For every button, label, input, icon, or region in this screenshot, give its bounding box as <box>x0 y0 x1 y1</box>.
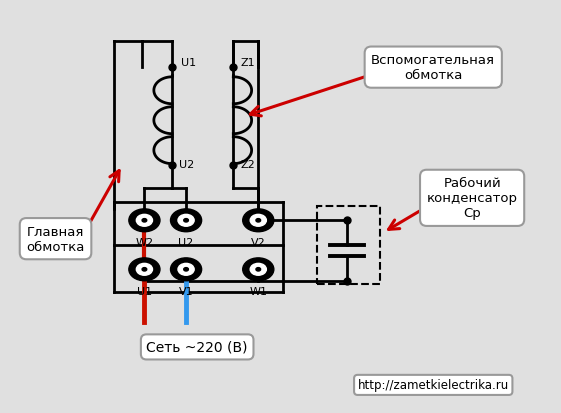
Text: W1: W1 <box>249 286 267 296</box>
Circle shape <box>171 258 201 281</box>
Circle shape <box>256 219 261 223</box>
Circle shape <box>256 268 261 271</box>
Circle shape <box>250 215 266 227</box>
Circle shape <box>184 268 188 271</box>
Circle shape <box>136 215 153 227</box>
Text: U1: U1 <box>181 58 196 68</box>
Text: U1: U1 <box>137 286 152 296</box>
Text: Сеть ~220 (В): Сеть ~220 (В) <box>146 340 248 354</box>
Text: Z2: Z2 <box>241 160 255 170</box>
Circle shape <box>178 264 194 275</box>
Text: V1: V1 <box>179 286 194 296</box>
Circle shape <box>136 264 153 275</box>
Circle shape <box>250 264 266 275</box>
Circle shape <box>129 258 160 281</box>
Circle shape <box>171 209 201 232</box>
Circle shape <box>142 219 147 223</box>
Circle shape <box>178 215 194 227</box>
Text: U2: U2 <box>178 237 194 247</box>
Text: Вспомогательная
обмотка: Вспомогательная обмотка <box>371 54 495 82</box>
Circle shape <box>142 268 147 271</box>
Circle shape <box>243 209 274 232</box>
Text: http://zametkielectrika.ru: http://zametkielectrika.ru <box>357 378 509 392</box>
Text: V2: V2 <box>251 237 266 247</box>
Text: W2: W2 <box>135 237 154 247</box>
Circle shape <box>129 209 160 232</box>
Circle shape <box>184 219 188 223</box>
Text: Рабочий
конденсатор
Ср: Рабочий конденсатор Ср <box>426 177 518 220</box>
Text: Главная
обмотка: Главная обмотка <box>26 225 85 253</box>
Text: Z1: Z1 <box>241 58 255 68</box>
Text: U2: U2 <box>180 160 195 170</box>
Circle shape <box>243 258 274 281</box>
